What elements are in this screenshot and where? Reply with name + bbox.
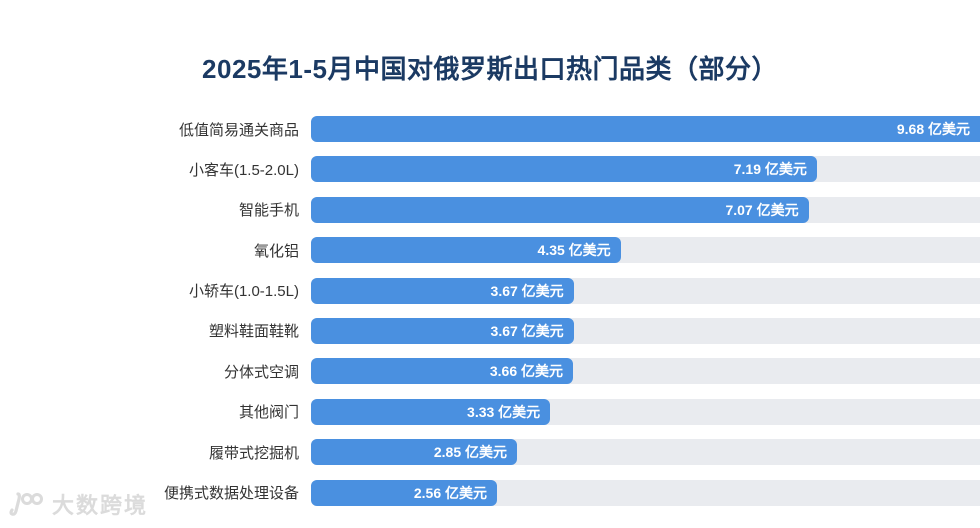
bar-value-label: 3.67 亿美元 bbox=[490, 282, 564, 299]
category-label: 低值简易通关商品 bbox=[178, 121, 299, 139]
bar-track: 7.19 亿美元 bbox=[311, 156, 980, 183]
bar: 3.67 亿美元 bbox=[311, 317, 574, 344]
chart-row: 分体式空调 3.66 亿美元 bbox=[0, 358, 980, 385]
bar-track: 7.07 亿美元 bbox=[311, 196, 980, 223]
watermark-logo-icon bbox=[9, 492, 43, 516]
bar-value-label: 7.19 亿美元 bbox=[733, 161, 807, 178]
bar-value-label: 3.66 亿美元 bbox=[489, 363, 563, 380]
chart-row: 其他阀门 3.33 亿美元 bbox=[0, 398, 980, 425]
bar: 4.35 亿美元 bbox=[311, 237, 621, 264]
category-label: 小客车(1.5-2.0L) bbox=[188, 161, 299, 179]
chart-row: 智能手机 7.07 亿美元 bbox=[0, 196, 980, 223]
chart-row: 小轿车(1.0-1.5L) 3.67 亿美元 bbox=[0, 277, 980, 304]
bar: 9.68 亿美元 bbox=[311, 116, 980, 142]
bar: 3.67 亿美元 bbox=[311, 277, 574, 304]
watermark: 大数跨境 bbox=[8, 488, 148, 520]
bar-track: 2.85 亿美元 bbox=[311, 439, 980, 466]
bar: 7.07 亿美元 bbox=[311, 196, 809, 223]
chart-title: 2025年1-5月中国对俄罗斯出口热门品类（部分） bbox=[202, 54, 778, 84]
bar-value-label: 2.85 亿美元 bbox=[433, 444, 507, 461]
bar: 2.56 亿美元 bbox=[311, 479, 497, 506]
bar-value-label: 9.68 亿美元 bbox=[896, 121, 970, 137]
chart-row: 履带式挖掘机 2.85 亿美元 bbox=[0, 439, 980, 466]
bar-track: 3.33 亿美元 bbox=[311, 398, 980, 425]
category-label: 便携式数据处理设备 bbox=[163, 485, 299, 503]
bar-value-label: 3.33 亿美元 bbox=[467, 403, 541, 420]
bar-track: 2.56 亿美元 bbox=[311, 479, 980, 506]
bar: 2.85 亿美元 bbox=[311, 439, 517, 466]
chart-row: 便携式数据处理设备 2.56 亿美元 bbox=[0, 479, 980, 506]
bar-chart: 低值简易通关商品 9.68 亿美元小客车(1.5-2.0L) 7.19 亿美元智能手… bbox=[0, 116, 980, 506]
bar-value-label: 4.35 亿美元 bbox=[537, 242, 611, 259]
bar-value-label: 3.67 亿美元 bbox=[490, 322, 564, 339]
bar-value-label: 2.56 亿美元 bbox=[413, 484, 487, 501]
bar-track: 3.67 亿美元 bbox=[311, 317, 980, 344]
bar-track: 3.66 亿美元 bbox=[311, 358, 980, 385]
bar: 3.66 亿美元 bbox=[311, 358, 573, 385]
category-label: 履带式挖掘机 bbox=[208, 444, 299, 462]
chart-row: 小客车(1.5-2.0L) 7.19 亿美元 bbox=[0, 156, 980, 183]
category-label: 塑料鞋面鞋靴 bbox=[208, 323, 299, 341]
bar: 7.19 亿美元 bbox=[311, 156, 817, 183]
chart-row: 氧化铝 4.35 亿美元 bbox=[0, 237, 980, 264]
bar-track: 4.35 亿美元 bbox=[311, 237, 980, 264]
category-label: 分体式空调 bbox=[223, 363, 299, 381]
category-label: 智能手机 bbox=[238, 202, 299, 220]
bar-value-label: 7.07 亿美元 bbox=[725, 201, 799, 218]
bar: 3.33 亿美元 bbox=[311, 398, 551, 425]
category-label: 其他阀门 bbox=[238, 404, 299, 422]
category-label: 氧化铝 bbox=[253, 242, 299, 260]
watermark-text: 大数跨境 bbox=[52, 493, 149, 518]
chart-row: 塑料鞋面鞋靴 3.67 亿美元 bbox=[0, 317, 980, 344]
bar-track: 3.67 亿美元 bbox=[311, 277, 980, 304]
category-label: 小轿车(1.0-1.5L) bbox=[188, 283, 299, 301]
bar-track: 9.68 亿美元 bbox=[311, 116, 980, 142]
chart-row: 低值简易通关商品 9.68 亿美元 bbox=[0, 116, 980, 142]
